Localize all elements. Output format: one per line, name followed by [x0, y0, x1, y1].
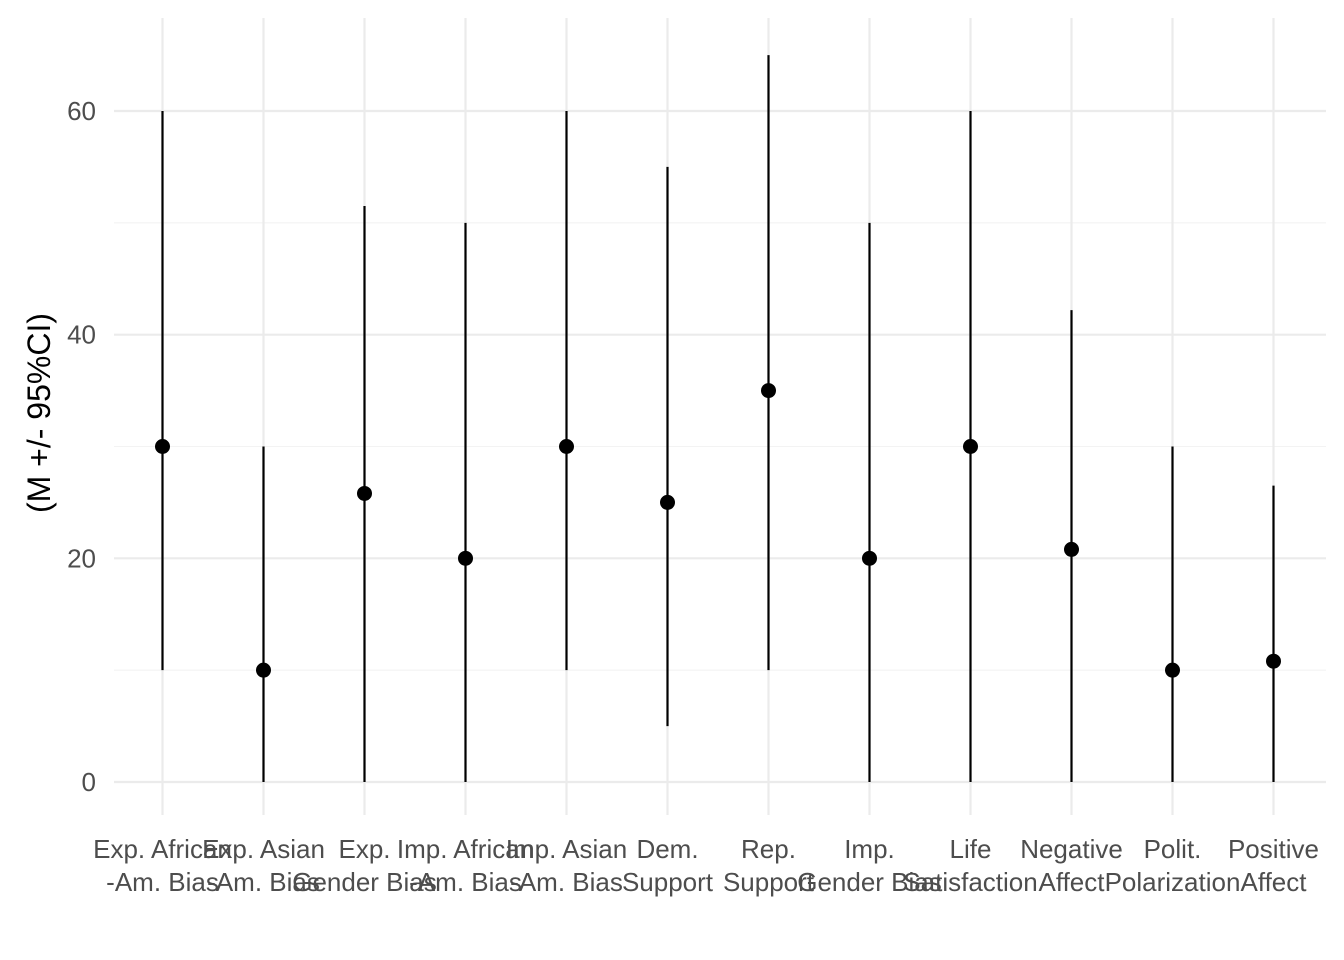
mean-point	[1064, 541, 1079, 557]
y-tick-label: 60	[67, 96, 96, 126]
x-tick-label: Negative Affect	[1020, 834, 1123, 897]
mean-point	[155, 439, 170, 454]
mean-point	[256, 662, 271, 678]
error-bars	[161, 55, 1275, 782]
x-tick-label: Dem. Support	[622, 834, 714, 897]
mean-point	[963, 439, 978, 454]
y-axis-title: (M +/- 95%CI)	[21, 313, 57, 513]
x-tick-label: Exp. Gender Bias	[292, 834, 437, 897]
x-tick-label: Exp. Asian -Am. Bias	[202, 834, 325, 897]
x-tick-label: Imp. Asian -Am. Bias	[506, 834, 627, 897]
x-tick-label: Polit. Polarization	[1105, 834, 1241, 897]
y-tick-label: 40	[67, 320, 96, 350]
mean-point	[761, 383, 776, 399]
mean-point	[559, 439, 574, 454]
grid	[114, 18, 1326, 815]
x-tick-label: Imp. African -Am. Bias	[397, 834, 534, 897]
x-tick-label: Life Satisfaction	[903, 834, 1037, 897]
x-tick-label: Positive Affect	[1228, 834, 1319, 897]
mean-point	[1165, 662, 1180, 678]
mean-point	[458, 550, 473, 566]
mean-point	[1266, 653, 1281, 669]
mean-point	[862, 550, 877, 566]
mean-point	[357, 485, 372, 501]
x-tick-label: Exp. African -Am. Bias	[93, 834, 232, 897]
y-tick-label: 20	[67, 543, 96, 573]
mean-point	[660, 494, 675, 510]
y-axis-ticks: 0 20 40 60	[67, 96, 96, 797]
mean-points	[155, 383, 1281, 678]
x-tick-label: Rep. Support	[723, 834, 815, 897]
x-tick-label: Imp. Gender Bias	[797, 834, 942, 897]
y-tick-label: 0	[82, 767, 96, 797]
